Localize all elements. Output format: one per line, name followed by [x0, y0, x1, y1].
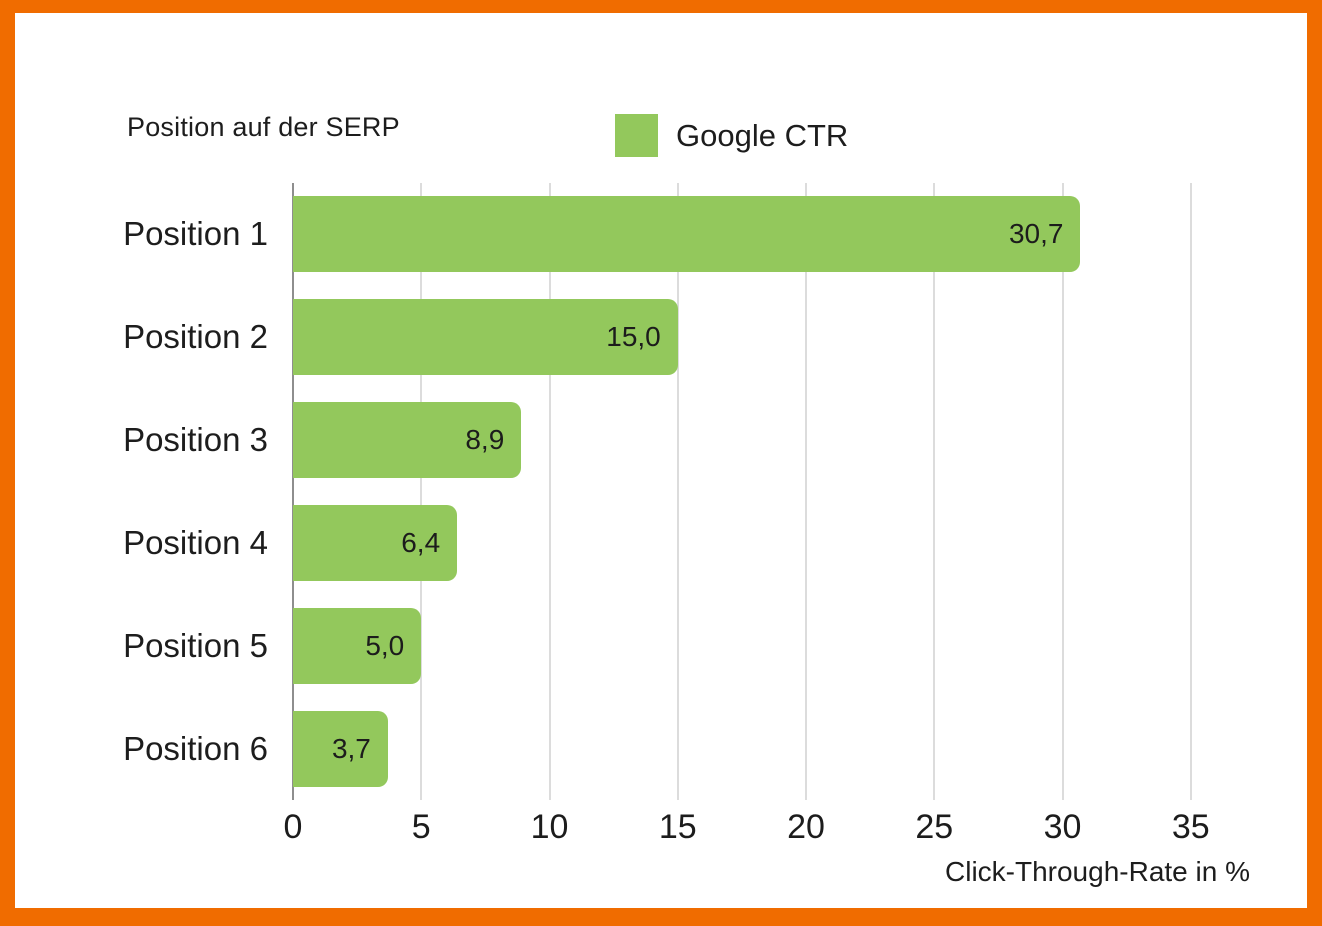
category-label-5: Position 5	[123, 626, 268, 664]
bar-value-label: 30,7	[1008, 218, 1064, 250]
bar-1: 30,7	[293, 196, 1081, 273]
bar-2: 15,0	[293, 299, 678, 376]
category-label-2: Position 2	[123, 318, 268, 356]
gridline-x-10	[548, 183, 551, 800]
x-tick-label: 20	[787, 808, 825, 846]
gridline-x-30	[1061, 183, 1064, 800]
bar-3: 8,9	[293, 402, 522, 479]
bar-value-label: 15,0	[606, 321, 661, 353]
x-tick-label: 0	[283, 808, 303, 846]
x-tick-label: 35	[1171, 808, 1210, 846]
x-tick-label: 10	[530, 808, 569, 846]
category-label-6: Position 6	[123, 729, 268, 767]
category-label-1: Position 1	[123, 215, 268, 253]
x-tick-label: 25	[915, 808, 954, 846]
legend-label: Google CTR	[676, 117, 849, 153]
gridline-x-5	[420, 183, 423, 800]
category-label-3: Position 3	[123, 421, 268, 459]
gridline-x-35	[1189, 183, 1192, 800]
category-label-4: Position 4	[123, 523, 268, 561]
bar-value-label: 8,9	[465, 424, 505, 456]
bar-6: 3,7	[293, 710, 388, 787]
bar-4: 6,4	[293, 504, 458, 581]
bar-value-label: 6,4	[401, 526, 441, 558]
bar-value-label: 3,7	[331, 732, 371, 764]
bar-value-label: 5,0	[365, 629, 405, 661]
gridline-x-25	[933, 183, 936, 800]
x-tick-label: 15	[658, 808, 697, 846]
y-axis-line	[292, 183, 294, 800]
gridline-x-15	[676, 183, 679, 800]
legend-swatch	[615, 114, 658, 157]
x-tick-label: 30	[1043, 808, 1082, 846]
y-axis-title: Position auf der SERP	[127, 112, 400, 142]
bar-5: 5,0	[293, 607, 422, 684]
x-axis-label: Click-Through-Rate in %	[945, 856, 1250, 887]
gridline-x-20	[805, 183, 807, 800]
x-tick-label: 5	[411, 808, 431, 846]
legend: Google CTR	[615, 114, 848, 157]
